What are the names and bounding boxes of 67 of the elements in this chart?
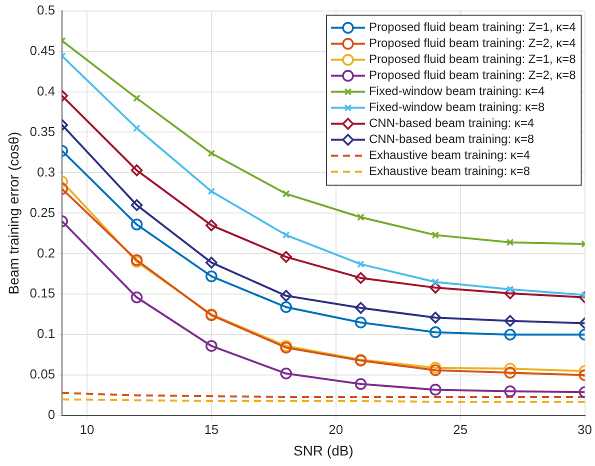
- legend-label: CNN-based beam training: κ=4: [368, 116, 534, 130]
- point: [282, 231, 290, 239]
- point: [206, 270, 218, 282]
- point: [504, 362, 516, 375]
- x-tick-label: 15: [204, 422, 219, 437]
- point: [208, 188, 216, 196]
- point: [430, 364, 442, 376]
- y-tick-label: 0.05: [30, 366, 56, 382]
- y-tick-label: 0.3: [37, 164, 56, 180]
- point: [354, 378, 367, 390]
- x-axis-title: SNR (dB): [293, 442, 354, 458]
- y-axis-title: Beam training error (cosθ): [5, 132, 22, 295]
- x-tick-label: 10: [80, 422, 94, 437]
- y-tick-label: 0.2: [37, 245, 56, 260]
- legend-label: Proposed fluid beam training: Z=2, κ=8: [368, 68, 576, 82]
- point: [133, 124, 140, 132]
- point: [432, 278, 440, 286]
- legend-label: Fixed-window beam training: κ=8: [368, 100, 546, 114]
- legend-label: Proposed fluid beam training: Z=1, κ=4: [368, 20, 576, 34]
- point: [206, 219, 218, 232]
- legend-label: CNN-based beam training: κ=8: [368, 132, 534, 146]
- legend-label: Exhaustive beam training: κ=8: [368, 164, 530, 178]
- point: [354, 272, 367, 284]
- point: [504, 287, 516, 300]
- y-tick-label: 0.45: [30, 42, 56, 58]
- point: [430, 362, 442, 374]
- y-tick-label: 0.1: [37, 326, 56, 342]
- point: [506, 238, 514, 246]
- point: [280, 368, 292, 380]
- point: [130, 199, 143, 212]
- y-tick-label: 0.25: [30, 204, 56, 220]
- point: [282, 190, 290, 198]
- point: [280, 251, 292, 263]
- point: [430, 384, 442, 396]
- point: [504, 328, 516, 341]
- point: [280, 301, 292, 314]
- legend-label: Proposed fluid beam training: Z=1, κ=8: [368, 52, 576, 66]
- point: [130, 164, 143, 176]
- point: [206, 256, 218, 268]
- y-tick-label: 0.4: [37, 83, 56, 98]
- point: [280, 290, 292, 302]
- y-tick-label: 0.15: [30, 286, 56, 301]
- point: [430, 326, 442, 338]
- point: [504, 314, 516, 327]
- x-tick-label: 30: [578, 422, 592, 437]
- point: [354, 302, 367, 314]
- legend-label: Fixed-window beam training: κ=4: [368, 84, 546, 98]
- legend-label: Proposed fluid beam training: Z=2, κ=4: [368, 36, 576, 50]
- y-tick-label: 0.5: [37, 2, 56, 18]
- legend-label: Exhaustive beam training: κ=4: [368, 148, 530, 162]
- point: [354, 316, 367, 328]
- y-tick-label: 0: [48, 407, 56, 422]
- point: [430, 282, 442, 294]
- point: [206, 340, 218, 352]
- x-tick-label: 20: [328, 422, 344, 437]
- point: [357, 214, 364, 221]
- point: [130, 292, 143, 304]
- point: [504, 366, 516, 379]
- point: [430, 312, 442, 324]
- point: [504, 385, 516, 398]
- point: [133, 94, 140, 102]
- point: [357, 260, 364, 268]
- y-tick-label: 0.35: [30, 124, 56, 139]
- x-tick-label: 25: [453, 422, 468, 437]
- point: [208, 150, 216, 158]
- point: [432, 231, 440, 239]
- point: [130, 218, 143, 230]
